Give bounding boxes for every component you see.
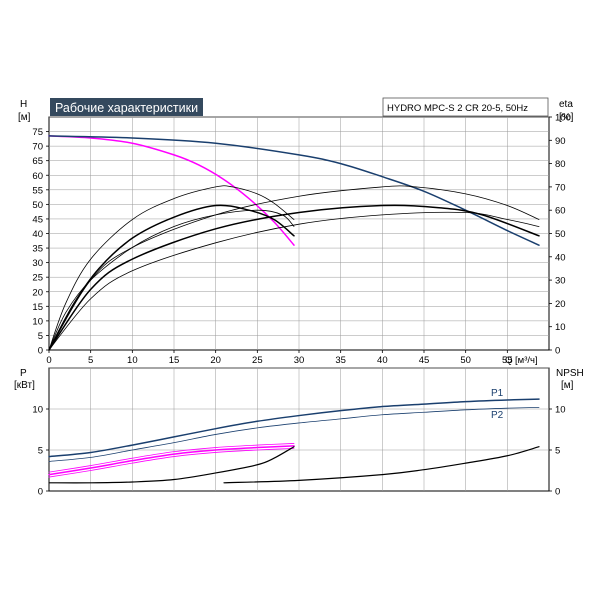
- y2-tick-label: 60: [555, 206, 566, 217]
- y-tick-label: 40: [32, 229, 43, 240]
- y2-tick-label: 70: [555, 182, 566, 193]
- series-line-7: [48, 211, 540, 351]
- lower-tick-labels: 0 5 10 0 5 10: [32, 405, 565, 498]
- legend-p2: P2: [491, 410, 504, 421]
- y2-tick-label: 10: [555, 322, 566, 333]
- chart-title: Рабочие характеристики: [55, 101, 198, 115]
- series-line-5: [48, 446, 295, 484]
- p-axis-name: P: [20, 368, 27, 379]
- npsh-axis-name: NPSH: [556, 368, 584, 379]
- chart-subtitle: HYDRO MPC-S 2 CR 20-5, 50Hz: [387, 103, 528, 114]
- upper-panel: 0510152025303540455055606570750102030405…: [18, 97, 574, 367]
- series-line-4: [48, 447, 295, 478]
- y2-axis-name: eta: [559, 99, 573, 110]
- y2-tick-label: 30: [555, 276, 566, 287]
- series-line-5: [48, 185, 540, 351]
- series-line-4: [48, 209, 295, 351]
- x-tick-label: 0: [46, 355, 51, 366]
- series-line-3: [48, 204, 295, 351]
- x-tick-label: 50: [460, 355, 471, 366]
- y-tick-label: 0: [38, 487, 43, 498]
- y-tick-label: 5: [38, 446, 43, 457]
- x-tick-label: 20: [210, 355, 221, 366]
- lower-grid: [49, 367, 549, 491]
- y-tick-label: 50: [32, 200, 43, 211]
- lower-series: [48, 398, 540, 484]
- series-line-1: [48, 406, 540, 462]
- y2-tick-label: 5: [555, 446, 560, 457]
- y-tick-label: 0: [38, 346, 43, 357]
- y-tick-label: 70: [32, 142, 43, 153]
- y2-tick-label: 90: [555, 136, 566, 147]
- series-line-0: [48, 135, 295, 246]
- x-tick-label: 5: [88, 355, 93, 366]
- y-axis-unit: [м]: [18, 112, 31, 123]
- x-tick-label: 15: [169, 355, 180, 366]
- y2-tick-label: 50: [555, 229, 566, 240]
- y2-tick-label: 80: [555, 159, 566, 170]
- x-tick-label: 55: [502, 355, 513, 366]
- y-tick-label: 75: [32, 127, 43, 138]
- y2-tick-label: 20: [555, 299, 566, 310]
- upper-series: [48, 135, 540, 351]
- series-line-2: [48, 185, 295, 351]
- y-tick-label: 15: [32, 302, 43, 313]
- y-tick-label: 5: [38, 331, 43, 342]
- y-tick-label: 55: [32, 185, 43, 196]
- legend-p1: P1: [491, 388, 504, 399]
- series-line-1: [48, 135, 540, 246]
- npsh-axis-unit: [м]: [561, 380, 574, 391]
- y2-tick-label: 40: [555, 252, 566, 263]
- y-tick-label: 45: [32, 214, 43, 225]
- lower-panel: 0 5 10 0 5 10 P [кВт] NPSH [м] P1 P2: [14, 367, 584, 498]
- y-tick-label: 65: [32, 156, 43, 167]
- y2-tick-label: 0: [555, 487, 560, 498]
- y-tick-label: 25: [32, 273, 43, 284]
- y2-axis-unit: [%]: [559, 112, 574, 123]
- title-background: [50, 98, 203, 116]
- series-line-3: [48, 443, 295, 473]
- y-tick-label: 60: [32, 171, 43, 182]
- y2-tick-label: 10: [555, 405, 566, 416]
- y-tick-label: 20: [32, 287, 43, 298]
- y-tick-label: 10: [32, 316, 43, 327]
- y-tick-label: 35: [32, 244, 43, 255]
- y2-tick-label: 100: [555, 113, 571, 124]
- upper-tick-labels: 0510152025303540455055606570750102030405…: [32, 113, 570, 367]
- upper-grid: [49, 116, 549, 350]
- x-tick-label: 35: [335, 355, 346, 366]
- x-tick-label: 45: [419, 355, 430, 366]
- p-axis-unit: [кВт]: [14, 380, 35, 391]
- y2-tick-label: 0: [555, 346, 560, 357]
- y-tick-label: 30: [32, 258, 43, 269]
- x-tick-label: 40: [377, 355, 388, 366]
- series-line-2: [48, 445, 295, 476]
- y-axis-name: H: [20, 99, 27, 110]
- y-tick-label: 10: [32, 405, 43, 416]
- x-axis-label: Q [м³/ч]: [505, 355, 538, 366]
- subtitle-box: [382, 97, 549, 117]
- x-tick-label: 10: [127, 355, 138, 366]
- x-tick-label: 30: [294, 355, 305, 366]
- series-line-0: [48, 398, 540, 458]
- series-line-6: [48, 204, 540, 351]
- series-line-6: [223, 446, 540, 484]
- x-tick-label: 25: [252, 355, 263, 366]
